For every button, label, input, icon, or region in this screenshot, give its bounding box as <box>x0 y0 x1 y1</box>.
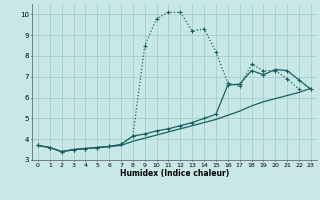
X-axis label: Humidex (Indice chaleur): Humidex (Indice chaleur) <box>120 169 229 178</box>
